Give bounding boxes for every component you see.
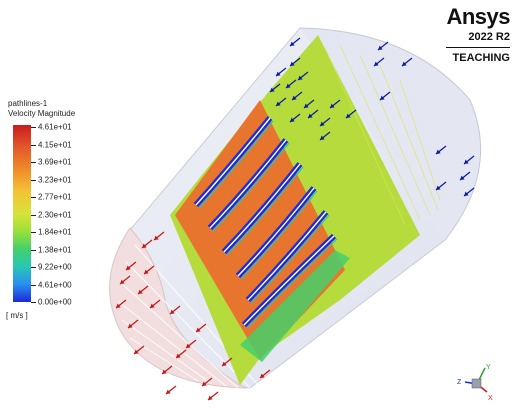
brand-name: Ansys [446, 4, 510, 29]
velocity-arrow [435, 181, 447, 191]
legend-title: pathlines-1 Velocity Magnitude [8, 99, 75, 119]
legend-level-label: 0.00e+00 [38, 297, 72, 307]
z-axis-label: Z [457, 379, 462, 386]
velocity-arrow [169, 305, 181, 315]
legend-level-label: 4.15e+01 [38, 140, 72, 149]
velocity-arrow [133, 345, 145, 355]
y-axis-label: Y [486, 364, 491, 371]
legend-level-label: 9.22e+00 [38, 262, 72, 272]
legend-tick [31, 162, 36, 163]
velocity-arrow [307, 109, 319, 119]
legend-level-label: 2.77e+01 [38, 192, 72, 202]
legend-level-label: 3.23e+01 [38, 175, 72, 184]
velocity-arrow [119, 275, 131, 285]
axis-triad[interactable]: Z Y X [455, 362, 495, 402]
legend-level-label: 4.61e+00 [38, 280, 72, 289]
legend-ticks [31, 125, 37, 303]
brand-edition: TEACHING [452, 52, 510, 64]
velocity-arrow [149, 299, 161, 309]
x-axis-label: X [488, 395, 493, 402]
legend-tick [31, 284, 36, 286]
legend-tick [31, 179, 36, 181]
velocity-arrow [377, 41, 389, 51]
velocity-arrow [201, 377, 213, 387]
velocity-arrow [175, 349, 187, 359]
legend-tick [31, 144, 36, 146]
velocity-arrow [165, 385, 177, 395]
velocity-arrow [459, 171, 471, 181]
pathline-cascade [170, 35, 441, 385]
velocity-arrow [289, 113, 301, 123]
velocity-arrow [275, 97, 287, 107]
velocity-arrow [141, 239, 153, 249]
velocity-arrow [285, 79, 297, 89]
legend-tick [31, 197, 36, 198]
legend-level-label: 2.30e+01 [38, 210, 72, 219]
triad-cube [471, 378, 482, 389]
velocity-arrow [303, 99, 315, 109]
velocity-arrow [289, 57, 301, 67]
inlet-velocity-vectors [269, 37, 475, 197]
velocity-arrow [221, 357, 233, 367]
velocity-arrow [207, 391, 219, 401]
velocity-arrow [143, 265, 155, 275]
velocity-arrow [153, 231, 165, 241]
legend-tick [31, 249, 36, 251]
velocity-arrow [137, 285, 149, 295]
velocity-arrow [269, 83, 281, 93]
velocity-arrow [401, 57, 413, 67]
legend-tick [31, 267, 36, 268]
velocity-arrow [289, 37, 301, 47]
velocity-arrow [127, 319, 139, 329]
velocity-arrow [291, 91, 303, 101]
legend-tick [31, 214, 36, 216]
velocity-arrow [275, 67, 287, 77]
outlet-velocity-vectors [115, 231, 271, 401]
legend-level-label: 3.69e+01 [38, 157, 72, 167]
legend-tick [31, 127, 36, 128]
velocity-arrow [463, 155, 475, 165]
legend-tick [31, 302, 36, 303]
legend-unit: [ m/s ] [6, 311, 28, 320]
velocity-arrow [259, 369, 271, 379]
velocity-arrow [185, 339, 197, 349]
velocity-arrow [435, 145, 447, 155]
velocity-arrow [125, 261, 137, 271]
velocity-arrow [319, 117, 331, 127]
velocity-arrow [463, 187, 475, 197]
legend-title-line1: pathlines-1 [8, 99, 48, 108]
velocity-arrow [373, 57, 385, 67]
velocity-arrow [161, 365, 173, 375]
legend-level-label: 1.38e+01 [38, 245, 72, 254]
legend-title-line2: Velocity Magnitude [8, 109, 76, 118]
velocity-arrow [297, 71, 309, 81]
velocity-arrow [115, 299, 127, 309]
velocity-arrow [345, 109, 357, 119]
velocity-arrow [319, 131, 331, 141]
legend-tick [31, 232, 36, 233]
velocity-arrow [379, 91, 391, 101]
legend-level-label: 1.84e+01 [38, 227, 72, 237]
legend-level-label: 4.61e+01 [38, 122, 72, 132]
velocity-arrow [329, 99, 341, 109]
velocity-arrow [195, 323, 207, 333]
legend-colorbar [13, 125, 31, 302]
brand-version: 2022 R2 [468, 31, 510, 43]
ansys-brand-logo: Ansys 2022 R2 TEACHING [446, 4, 510, 65]
brand-divider [446, 47, 510, 48]
